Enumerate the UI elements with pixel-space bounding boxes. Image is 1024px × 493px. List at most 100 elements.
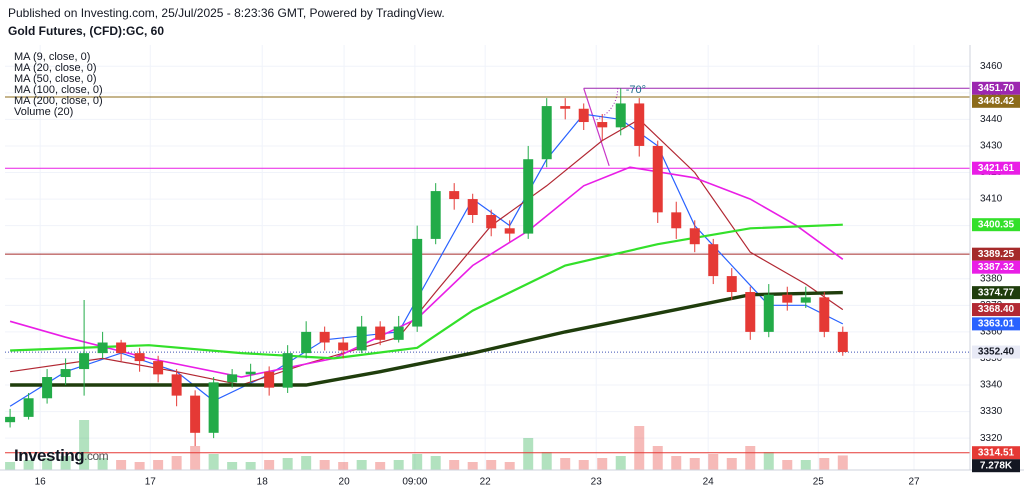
- volume-bar: [5, 462, 16, 470]
- volume-bar: [208, 454, 219, 470]
- x-tick-label: 27: [908, 477, 920, 488]
- candle-body: [467, 199, 478, 215]
- volume-bar: [134, 462, 145, 470]
- logo-suffix: .com: [84, 449, 109, 463]
- candle-body: [171, 374, 182, 396]
- volume-bar: [60, 456, 71, 470]
- candle-body: [504, 228, 515, 234]
- level-label: 3448.42: [978, 96, 1015, 107]
- ma-end-label: 3374.77: [978, 287, 1015, 298]
- volume-bar: [356, 460, 367, 470]
- candle-body: [5, 416, 16, 423]
- volume-bar: [504, 462, 515, 470]
- candle-body: [42, 377, 53, 399]
- candle-body: [208, 382, 219, 433]
- candle-body: [227, 374, 238, 383]
- volume-bar: [782, 460, 793, 470]
- volume-bar: [319, 460, 330, 470]
- candle-body: [671, 212, 682, 229]
- volume-bar: [245, 462, 256, 470]
- candle-body: [837, 331, 848, 353]
- last-price-label-bg: [972, 345, 1020, 359]
- candle-body: [412, 238, 423, 327]
- volume-bar: [116, 460, 127, 470]
- legend-entry: MA (200, close, 0): [14, 95, 103, 107]
- volume-bar: [597, 458, 608, 470]
- volume-bar: [449, 460, 460, 470]
- volume-bar: [42, 458, 53, 470]
- ma-end-label-bg: [972, 218, 1020, 232]
- volume-bar: [523, 438, 534, 470]
- candle-body: [79, 353, 90, 370]
- candle-body: [634, 103, 645, 146]
- angle-label: -70°: [626, 84, 646, 96]
- ma-line: [10, 223, 843, 360]
- candle-body: [541, 106, 552, 160]
- candle-body: [800, 297, 811, 303]
- volume-bar: [467, 462, 478, 470]
- y-tick-label: 3440: [980, 114, 1003, 125]
- candle-body: [615, 103, 626, 128]
- legend-entry: Volume (20): [14, 106, 73, 118]
- ma-line: [9, 166, 844, 378]
- y-tick-label: 3380: [980, 273, 1003, 284]
- candle-body: [763, 294, 774, 332]
- x-tick-label: 25: [813, 477, 825, 488]
- x-tick-label: 16: [35, 477, 47, 488]
- level-label: 3451.70: [978, 83, 1015, 94]
- candle-body: [116, 342, 127, 354]
- candle-body: [819, 297, 830, 332]
- x-tick-label: 23: [591, 477, 603, 488]
- candle-body: [153, 361, 164, 375]
- volume-bar: [671, 456, 682, 470]
- volume-bar: [153, 460, 164, 470]
- ma-end-label-bg: [972, 286, 1020, 300]
- candle-body: [689, 228, 700, 245]
- volume-bar: [23, 460, 34, 470]
- x-tick-label: 24: [703, 477, 715, 488]
- volume-bar: [763, 452, 774, 470]
- candle-body: [134, 353, 145, 362]
- candle-body: [190, 395, 201, 433]
- volume-bar: [634, 426, 645, 470]
- volume-bar: [227, 462, 238, 470]
- x-tick-label: 17: [145, 477, 157, 488]
- level-label: 3389.25: [978, 249, 1015, 260]
- volume-bar: [800, 460, 811, 470]
- candle-body: [430, 191, 441, 239]
- volume-bar: [726, 458, 737, 470]
- candle-body: [726, 276, 737, 293]
- level-label-bg: [972, 161, 1020, 175]
- level-label-bg: [972, 81, 1020, 95]
- volume-bar: [190, 446, 201, 470]
- volume-bar: [412, 454, 423, 470]
- candle-body: [319, 331, 330, 343]
- y-tick-label: 3340: [980, 380, 1003, 391]
- level-label-bg: [972, 94, 1020, 108]
- level-label: 3314.51: [978, 447, 1015, 458]
- y-tick-label: 3460: [980, 61, 1003, 72]
- volume-bar: [745, 446, 756, 470]
- volume-bar: [97, 458, 108, 470]
- candle-body: [356, 326, 367, 351]
- volume-bar: [282, 458, 293, 470]
- candle-body: [578, 108, 589, 123]
- volume-bar: [819, 458, 830, 470]
- y-tick-label: 3350: [980, 353, 1003, 364]
- volume-bar: [375, 462, 386, 470]
- level-label-bg: [972, 247, 1020, 261]
- volume-bar: [430, 456, 441, 470]
- y-tick-label: 3410: [980, 194, 1003, 205]
- volume-bar: [560, 458, 571, 470]
- legend-entry: MA (20, close, 0): [14, 62, 97, 74]
- volume-bar: [578, 460, 589, 470]
- volume-bar: [338, 462, 349, 470]
- candle-body: [393, 326, 404, 340]
- volume-bar: [615, 456, 626, 470]
- volume-label-bg: [972, 459, 1020, 473]
- angle-arc: [594, 88, 619, 121]
- candle-body: [745, 292, 756, 332]
- x-tick-label: 22: [480, 477, 492, 488]
- volume-bar: [79, 420, 90, 470]
